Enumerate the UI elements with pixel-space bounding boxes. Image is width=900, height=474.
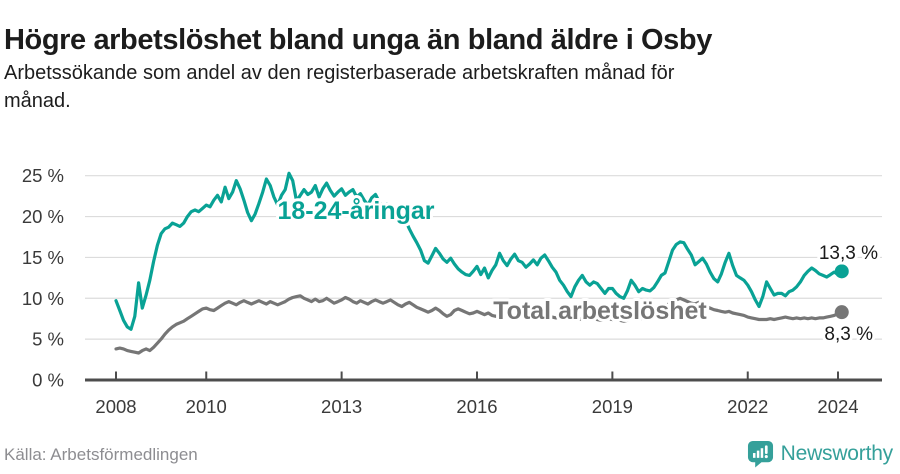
y-axis-tick-label: 0 % (32, 370, 64, 391)
subtitle-line-2: månad. (4, 90, 71, 112)
series-end-value-label: 8,3 % (824, 324, 873, 345)
subtitle-line-1: Arbetssökande som andel av den registerb… (4, 62, 675, 84)
y-axis-tick-label: 15 % (22, 247, 64, 268)
series-line (114, 171, 844, 331)
x-axis-tick-label: 2024 (817, 396, 858, 417)
page-title: Högre arbetslöshet bland unga än bland ä… (4, 24, 712, 57)
speech-bubble-shape (747, 440, 773, 468)
chart-subtitle: Arbetssökande som andel av den registerb… (4, 59, 824, 115)
exclamation-icon (764, 445, 768, 459)
series-end-value-label: 13,3 % (819, 243, 878, 264)
x-axis-tick-label: 2022 (727, 396, 768, 417)
source-credit: Källa: Arbetsförmedlingen (4, 445, 198, 464)
x-axis-tick-label: 2008 (95, 396, 136, 417)
series-label: Total arbetslöshet (493, 297, 707, 325)
y-axis-tick-label: 20 % (22, 206, 64, 227)
series-label: 18-24-åringar (277, 197, 434, 225)
x-axis-tick-label: 2013 (321, 396, 362, 417)
brand-name: Newsworthy (780, 442, 894, 465)
y-axis-tick-label: 25 % (22, 165, 64, 186)
newsworthy-logo-icon (747, 440, 773, 468)
x-axis-tick-label: 2019 (592, 396, 633, 417)
unemployment-line-chart: 0 % 5 % 10 % 15 % 20 % 25 % 2008 2010 2013 2016 20… (22, 165, 882, 417)
mini-bar-chart-icon (752, 448, 763, 458)
series-end-dot (834, 305, 849, 320)
x-axis-tick-label: 2016 (456, 396, 497, 417)
series-line (114, 294, 844, 355)
newsworthy-brand: Newsworthy (747, 440, 893, 468)
x-axis-tick-label: 2010 (186, 396, 227, 417)
series-end-dot (834, 264, 849, 279)
y-axis-tick-label: 5 % (32, 329, 64, 350)
y-axis-tick-label: 10 % (22, 288, 64, 309)
